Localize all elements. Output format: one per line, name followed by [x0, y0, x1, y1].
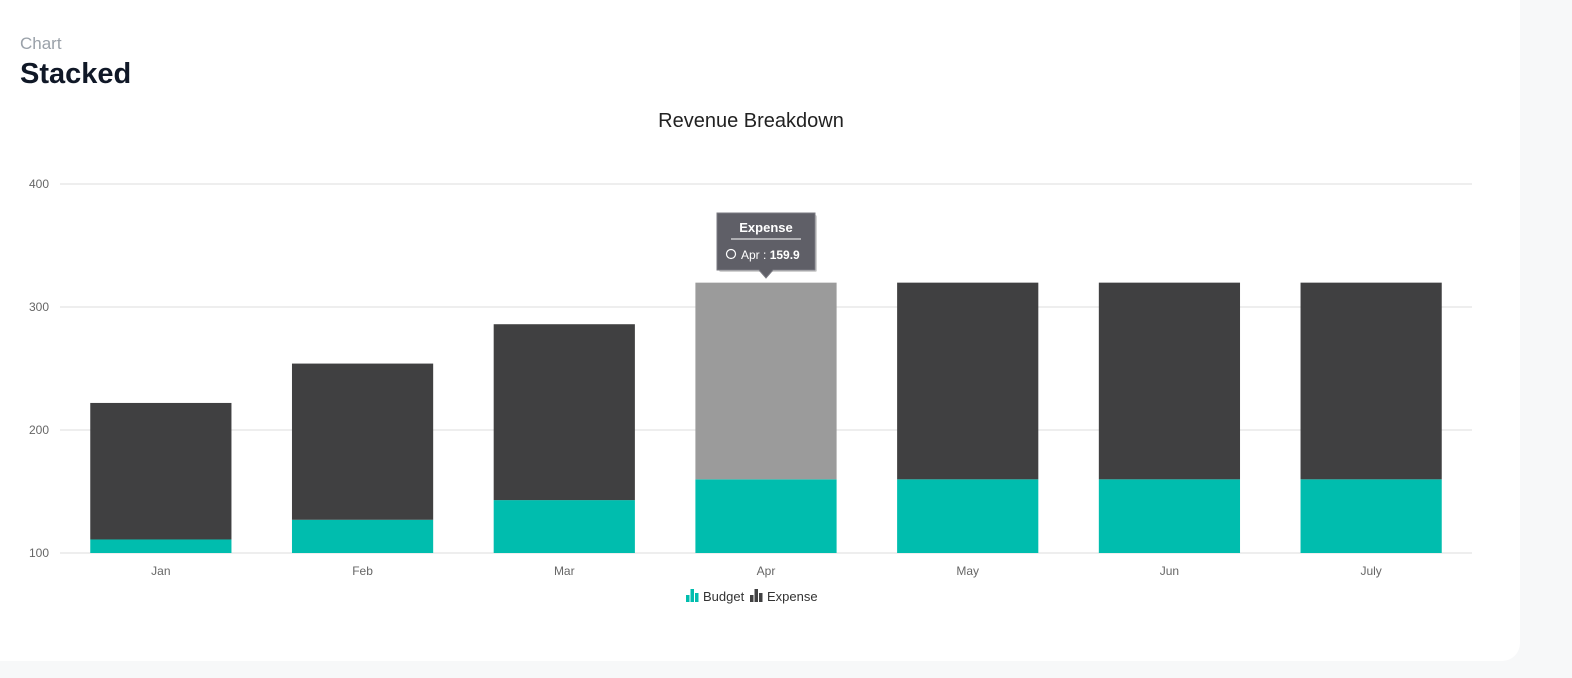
x-tick-label: Feb: [352, 564, 373, 578]
tooltip-label: Apr: [741, 248, 760, 262]
bar-budget-mar[interactable]: [493, 500, 635, 553]
bar-expense-july[interactable]: [1300, 282, 1442, 480]
bar-expense-feb[interactable]: [291, 363, 434, 520]
x-tick-label: Jan: [151, 564, 170, 578]
bar-expense-mar[interactable]: [493, 324, 635, 501]
tooltip-value: 159.9: [770, 248, 800, 262]
legend: Budget Expense: [686, 589, 818, 604]
x-tick-label: May: [956, 564, 979, 578]
legend-label: Budget: [703, 589, 745, 604]
x-tick-label: July: [1360, 564, 1381, 578]
x-tick-label: Apr: [757, 564, 776, 578]
y-tick-label: 100: [29, 546, 49, 560]
legend-item-budget[interactable]: Budget: [686, 589, 745, 604]
x-tick-label: Mar: [554, 564, 575, 578]
bar-expense-jan[interactable]: [90, 402, 232, 540]
bar-budget-jan[interactable]: [90, 539, 232, 553]
y-tick-label: 400: [29, 177, 49, 191]
bar-budget-may[interactable]: [897, 479, 1039, 553]
page-title: Stacked: [20, 58, 132, 90]
tooltip-title: Expense: [739, 220, 792, 235]
bar-budget-jun[interactable]: [1098, 479, 1241, 553]
legend-label: Expense: [767, 589, 818, 604]
y-tick-label: 200: [29, 423, 49, 437]
y-tick-label: 300: [29, 300, 49, 314]
bar-chart-icon: [750, 589, 763, 602]
page-background: [1520, 0, 1572, 678]
tooltip-separator: :: [760, 248, 770, 262]
bar-budget-july[interactable]: [1300, 479, 1442, 553]
x-axis-labels: Jan Feb Mar Apr May Jun July: [151, 564, 1382, 578]
bar-chart-icon: [686, 589, 699, 602]
bar-budget-apr[interactable]: [695, 479, 837, 553]
tooltip: Expense Apr : 159.9: [716, 212, 817, 279]
tooltip-box: [716, 212, 816, 279]
tooltip-text: Apr : 159.9: [741, 248, 800, 262]
bar-series: [90, 282, 1442, 553]
section-eyebrow: Chart: [20, 34, 62, 53]
bar-budget-feb[interactable]: [291, 519, 434, 553]
bar-expense-jun[interactable]: [1098, 282, 1241, 480]
x-tick-label: Jun: [1160, 564, 1179, 578]
stacked-bar-chart: Revenue Breakdown 100 200 300 400 Jan Feb Mar…: [29, 110, 1472, 604]
bar-expense-apr[interactable]: [695, 282, 837, 480]
circle-marker-icon: [725, 248, 737, 260]
bar-expense-may[interactable]: [897, 282, 1039, 480]
legend-item-expense[interactable]: Expense: [750, 589, 818, 604]
chart-title: Revenue Breakdown: [658, 110, 844, 132]
